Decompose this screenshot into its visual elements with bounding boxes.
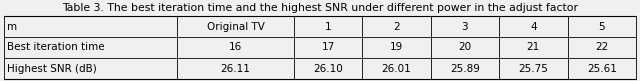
Text: 26.11: 26.11 xyxy=(221,64,250,73)
Text: 19: 19 xyxy=(390,43,403,52)
Text: 22: 22 xyxy=(595,43,609,52)
Text: m: m xyxy=(7,21,17,32)
Text: 25.61: 25.61 xyxy=(587,64,617,73)
Text: 17: 17 xyxy=(321,43,335,52)
Text: 21: 21 xyxy=(527,43,540,52)
Text: 2: 2 xyxy=(393,21,400,32)
Text: Table 3. The best iteration time and the highest SNR under different power in th: Table 3. The best iteration time and the… xyxy=(62,3,578,13)
Text: Original TV: Original TV xyxy=(207,21,264,32)
Text: Best iteration time: Best iteration time xyxy=(7,43,104,52)
Text: Highest SNR (dB): Highest SNR (dB) xyxy=(7,64,97,73)
Text: 26.01: 26.01 xyxy=(381,64,412,73)
Text: 26.10: 26.10 xyxy=(313,64,343,73)
Text: 1: 1 xyxy=(324,21,332,32)
Text: 20: 20 xyxy=(458,43,472,52)
Text: 4: 4 xyxy=(530,21,537,32)
Text: 25.75: 25.75 xyxy=(518,64,548,73)
Text: 3: 3 xyxy=(461,21,468,32)
Text: 16: 16 xyxy=(229,43,242,52)
Text: 5: 5 xyxy=(598,21,605,32)
Text: 25.89: 25.89 xyxy=(450,64,480,73)
